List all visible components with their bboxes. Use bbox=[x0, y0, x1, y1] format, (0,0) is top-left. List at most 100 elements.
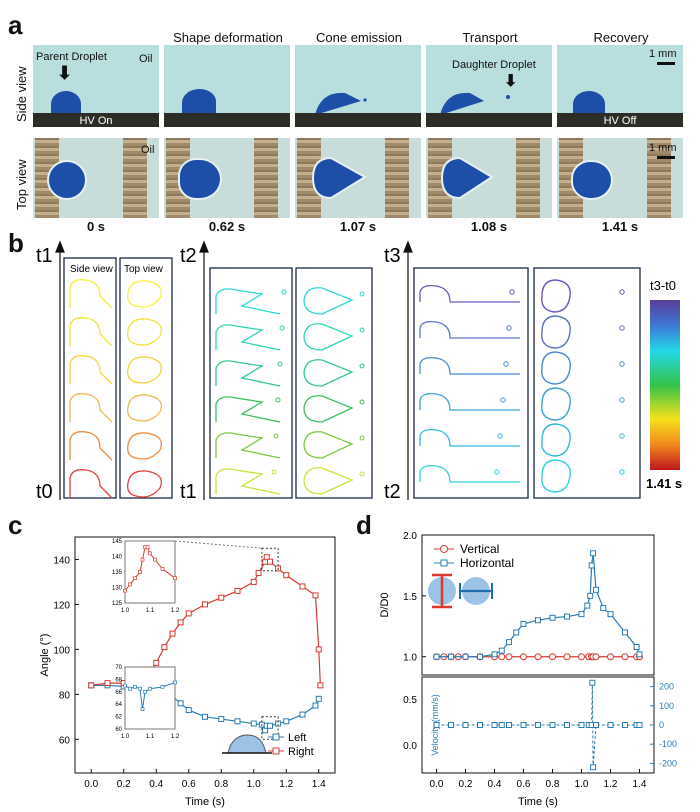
x-tick-label: 0.2 bbox=[117, 779, 131, 790]
velocity-point bbox=[520, 722, 527, 728]
data-point-vertical bbox=[621, 653, 629, 661]
data-point-vertical bbox=[549, 653, 556, 661]
time-1: 0.62 s bbox=[208, 219, 246, 234]
velocity-point bbox=[564, 722, 570, 728]
y2-tick-label: 0 bbox=[659, 720, 664, 730]
top-photo-1: Oil bbox=[33, 138, 159, 218]
deformation-chart: 0.0 0.2 0.4 0.6 0.8 1.0 1.2 1.4 Time (s) 1.0 1.5 2.… bbox=[379, 531, 677, 808]
x-axis-label: Time (s) bbox=[185, 796, 225, 808]
velocity-point bbox=[593, 722, 599, 728]
t3-label: t3 bbox=[384, 245, 401, 267]
inset-upper-point bbox=[140, 557, 145, 562]
colorbar bbox=[650, 300, 680, 470]
velocity-point bbox=[578, 722, 585, 728]
time-3: 1.08 s bbox=[470, 219, 508, 234]
col-title-2: Cone emission bbox=[316, 30, 402, 45]
data-point-right bbox=[185, 610, 192, 617]
data-point-right bbox=[104, 680, 111, 687]
data-point-right bbox=[234, 587, 241, 594]
inset-upper-y-tick: 135 bbox=[112, 570, 123, 576]
velocity-point bbox=[622, 722, 628, 728]
x-tick-label: 1.2 bbox=[604, 779, 618, 790]
data-point-left bbox=[218, 716, 225, 723]
inset-upper-x-tick: 1.0 bbox=[121, 608, 130, 614]
legend-label-horizontal: Horizontal bbox=[460, 556, 514, 570]
y-tick-label: 0.5 bbox=[403, 695, 417, 706]
side-photo-1: Parent Droplet Oil ⬇ HV On bbox=[33, 45, 159, 127]
data-point-right bbox=[169, 630, 176, 637]
data-point-horizontal bbox=[549, 614, 556, 621]
inset-lower-y-tick: 68 bbox=[115, 677, 122, 683]
data-point-left bbox=[177, 700, 184, 707]
inset-upper-y-tick: 130 bbox=[112, 586, 123, 592]
data-point-vertical bbox=[578, 653, 585, 661]
x-tick-label: 0.4 bbox=[488, 779, 502, 790]
inset-lower-point bbox=[123, 683, 127, 688]
time-4: 1.41 s bbox=[601, 219, 639, 234]
velocity-point bbox=[498, 722, 505, 728]
x-tick-label: 0.6 bbox=[182, 779, 196, 790]
y-tick-label: 1.0 bbox=[403, 653, 417, 664]
legend-label-left: Left bbox=[288, 732, 306, 744]
data-point-vertical bbox=[498, 653, 506, 661]
data-point-right bbox=[299, 583, 306, 590]
cone-side-contour bbox=[215, 324, 281, 351]
daughter-contour bbox=[281, 289, 287, 295]
data-point-right bbox=[177, 619, 184, 626]
parent-droplet-label: Parent Droplet bbox=[36, 51, 107, 63]
daughter-contour bbox=[279, 325, 285, 331]
daughter-top-contour bbox=[619, 397, 625, 403]
inset-lower-point bbox=[128, 686, 132, 691]
side-contour bbox=[69, 279, 113, 309]
y-tick-label: 120 bbox=[53, 600, 70, 611]
velocity-point bbox=[589, 679, 596, 686]
data-point-right bbox=[88, 682, 95, 689]
velocity-point bbox=[636, 722, 643, 728]
recovery-top-contour bbox=[541, 315, 571, 349]
legend-marker bbox=[272, 733, 280, 741]
cone-side-contour bbox=[215, 360, 281, 387]
data-point-vertical bbox=[592, 653, 600, 661]
daughter-top-contour bbox=[619, 361, 625, 367]
colorbar-max: 1.41 s bbox=[646, 476, 682, 491]
side-photo-3 bbox=[295, 45, 421, 127]
daughter-contour bbox=[506, 325, 512, 331]
daughter-top-contour bbox=[359, 363, 365, 369]
top-photo-2 bbox=[164, 138, 290, 218]
x-tick-label: 1.0 bbox=[247, 779, 261, 790]
data-point-left bbox=[299, 711, 306, 718]
recovery-top-contour bbox=[541, 351, 571, 385]
inset-lower-point bbox=[133, 684, 137, 689]
side-contour bbox=[69, 431, 113, 461]
recovery-side-contour bbox=[419, 284, 520, 303]
x-tick-label: 0.0 bbox=[430, 779, 444, 790]
cone-side-contour bbox=[215, 468, 281, 495]
x-tick-label: 1.4 bbox=[312, 779, 326, 790]
arrow-down-icon: ⬇ bbox=[504, 73, 518, 90]
zoom-box-lower bbox=[261, 716, 279, 740]
inset-lower-y-tick: 60 bbox=[115, 727, 122, 733]
top-contour bbox=[127, 394, 163, 422]
inset-upper-point bbox=[133, 576, 137, 581]
side-contour bbox=[69, 317, 113, 347]
top-contour bbox=[127, 356, 163, 384]
daughter-top-contour bbox=[359, 291, 365, 297]
hv-on-label: HV On bbox=[79, 115, 113, 127]
cone-top-contour bbox=[303, 323, 354, 351]
daughter-contour bbox=[273, 433, 279, 439]
data-point-left bbox=[185, 707, 192, 714]
x-tick-label: 1.2 bbox=[279, 779, 293, 790]
inset-lower-x-tick: 1.1 bbox=[146, 734, 155, 740]
inset-lower-point bbox=[143, 689, 147, 694]
y-tick-label: 0.0 bbox=[403, 741, 417, 752]
data-point-horizontal bbox=[535, 617, 541, 624]
top-view-label: Top view bbox=[124, 264, 164, 275]
oil-label-top: Oil bbox=[141, 144, 155, 156]
y-axis-label: Angle (°) bbox=[39, 634, 51, 677]
top-contour bbox=[127, 318, 163, 346]
data-point-left bbox=[267, 722, 273, 729]
data-point-left bbox=[202, 713, 208, 720]
inset-upper-y-tick: 145 bbox=[112, 539, 123, 545]
inset-upper-point bbox=[128, 582, 132, 587]
cone-droplet bbox=[315, 92, 367, 115]
